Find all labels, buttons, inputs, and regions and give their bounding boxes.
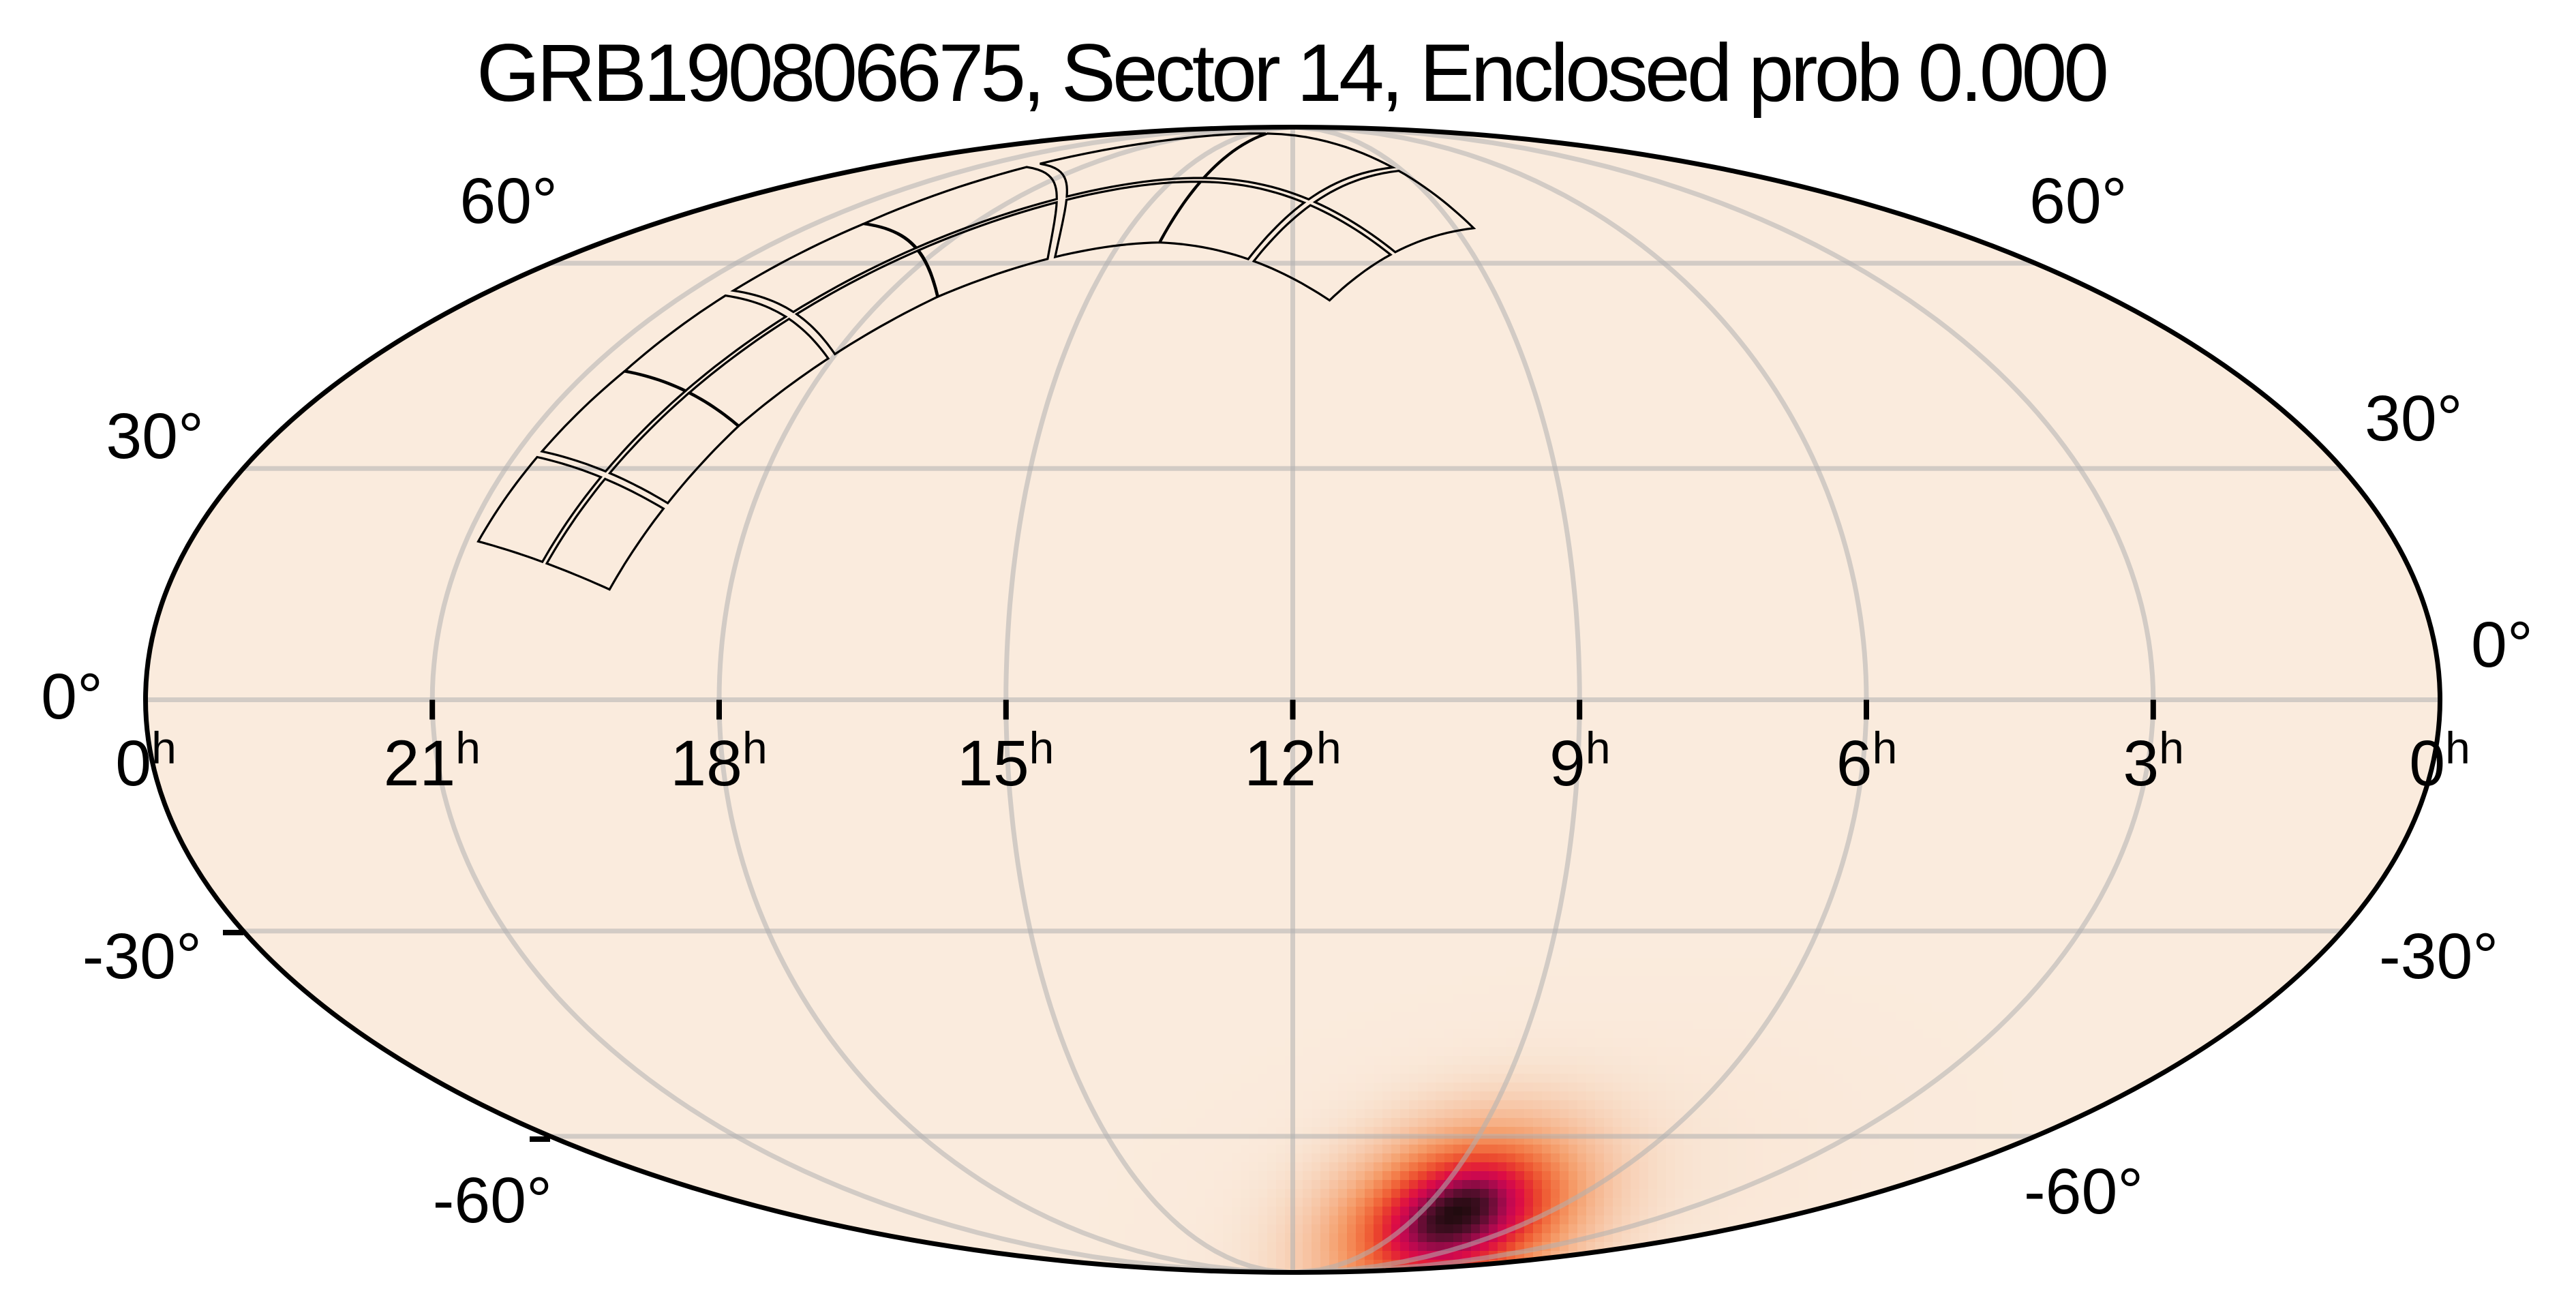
svg-text:-60°: -60° <box>2024 1155 2143 1228</box>
svg-text:0°: 0° <box>2471 609 2533 681</box>
svg-text:-30°: -30° <box>82 920 202 993</box>
svg-text:60°: 60° <box>459 165 558 237</box>
svg-text:6h: 6h <box>1836 723 1898 800</box>
svg-text:30°: 30° <box>2365 382 2463 455</box>
svg-text:30°: 30° <box>106 400 204 472</box>
svg-text:15h: 15h <box>957 723 1054 800</box>
svg-text:0°: 0° <box>41 661 103 733</box>
svg-text:12h: 12h <box>1244 723 1341 800</box>
svg-text:-60°: -60° <box>433 1164 552 1237</box>
svg-text:GRB190806675, Sector 14, Enclo: GRB190806675, Sector 14, Enclosed prob 0… <box>476 27 2109 119</box>
svg-text:60°: 60° <box>2029 165 2127 237</box>
svg-text:-30°: -30° <box>2379 920 2498 993</box>
